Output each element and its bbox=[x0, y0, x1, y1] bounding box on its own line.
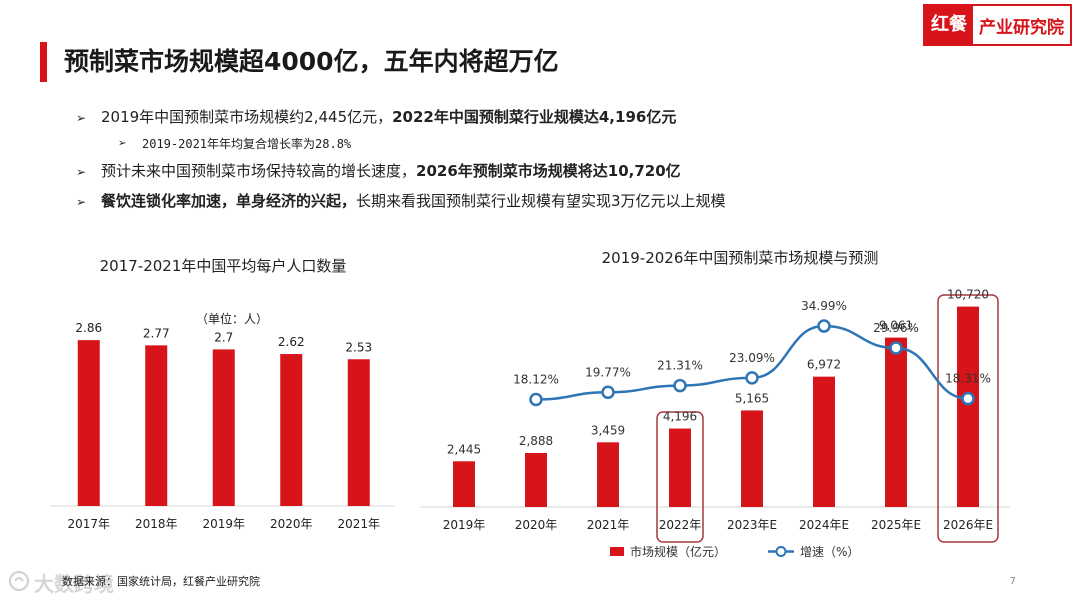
market-bar bbox=[885, 337, 907, 507]
bullet-1-sub-text: 2019-2021年年均复合增长率为28.8% bbox=[142, 137, 352, 151]
market-bar bbox=[525, 453, 547, 507]
market-bar bbox=[741, 410, 763, 507]
right-x-tick: 2020年 bbox=[515, 518, 558, 532]
left-x-tick: 2020年 bbox=[270, 517, 313, 531]
growth-point bbox=[817, 319, 831, 333]
right-x-tick: 2022年 bbox=[659, 518, 702, 532]
household-size-chart: 2.86 2017年 2.77 2018年 2.7 2019年 2.62 2020年 2.53 2… bbox=[50, 321, 395, 531]
market-bar-label: 5,165 bbox=[735, 391, 769, 405]
left-bar-label: 2.53 bbox=[345, 340, 372, 354]
bullet-list: ➢ 2019年中国预制菜市场规模约2,445亿元，2022年中国预制菜行业规模达… bbox=[76, 104, 1056, 218]
title-accent-bar bbox=[40, 42, 47, 82]
page-title: 预制菜市场规模超4000亿，五年内将超万亿 bbox=[64, 47, 559, 76]
left-bar-label: 2.62 bbox=[278, 335, 305, 349]
market-bar-label: 2,888 bbox=[519, 434, 553, 448]
left-bar bbox=[212, 349, 235, 506]
market-bar-label: 10,720 bbox=[947, 288, 989, 302]
left-x-tick: 2021年 bbox=[337, 517, 380, 531]
watermark-text: 大数跨境 bbox=[34, 572, 114, 596]
right-x-tick: 2024年E bbox=[799, 518, 849, 532]
growth-label: 21.31% bbox=[657, 359, 703, 373]
highlight-box bbox=[656, 411, 704, 543]
market-bar-label: 9,061 bbox=[879, 319, 913, 333]
left-chart-unit: （单位：人） bbox=[196, 312, 269, 326]
bullet-3: ➢ 餐饮连锁化率加速，单身经济的兴起，长期来看我国预制菜行业规模有望实现3万亿元… bbox=[76, 188, 1056, 218]
growth-point bbox=[961, 391, 975, 406]
growth-label: 19.77% bbox=[585, 365, 631, 379]
left-bar bbox=[77, 340, 100, 506]
bullet-3-plain: 长期来看我国预制菜行业规模有望实现3万亿元以上规模 bbox=[356, 192, 726, 210]
bullet-arrow-icon: ➢ bbox=[76, 111, 87, 125]
bullet-arrow-icon: ➢ bbox=[118, 138, 127, 149]
brand-logo: 红餐 产业研究院 bbox=[923, 4, 1072, 46]
market-size-chart: 2,445 2019年 2,888 2020年 3,459 2021年 4,196 2022年… bbox=[420, 288, 1010, 559]
left-bar-label: 2.7 bbox=[214, 330, 233, 344]
bullet-2-bold: 2026年预制菜市场规模将达10,720亿 bbox=[416, 162, 681, 180]
right-x-tick: 2019年 bbox=[443, 518, 486, 532]
growth-point bbox=[889, 341, 903, 355]
highlight-box bbox=[937, 294, 999, 543]
market-bar-label: 2,445 bbox=[447, 442, 481, 456]
left-x-tick: 2018年 bbox=[135, 517, 178, 531]
right-chart-title: 2019-2026年中国预制菜市场规模与预测 bbox=[601, 249, 879, 267]
market-bar bbox=[597, 442, 619, 507]
market-bar-label: 6,972 bbox=[807, 358, 841, 372]
right-x-tick: 2023年E bbox=[727, 518, 777, 532]
growth-label: 23.09% bbox=[729, 351, 775, 365]
market-bar bbox=[669, 428, 691, 507]
page-number: 7 bbox=[1009, 576, 1016, 587]
bullet-1-sub: ➢ 2019-2021年年均复合增长率为28.8% bbox=[76, 134, 1056, 158]
right-x-tick: 2026年E bbox=[943, 518, 993, 532]
right-x-tick: 2021年 bbox=[587, 518, 630, 532]
left-chart-title: 2017-2021年中国平均每户人口数量 bbox=[99, 257, 347, 275]
legend-line-marker-icon bbox=[775, 546, 787, 557]
left-bar-label: 2.77 bbox=[143, 326, 170, 340]
market-bar bbox=[813, 376, 835, 507]
bullet-2-plain: 预计未来中国预制菜市场保持较高的增长速度， bbox=[101, 162, 417, 180]
bullet-arrow-icon: ➢ bbox=[76, 165, 87, 179]
legend-bar-swatch-icon bbox=[610, 547, 624, 556]
bullet-1: ➢ 2019年中国预制菜市场规模约2,445亿元，2022年中国预制菜行业规模达… bbox=[76, 104, 1056, 134]
bullet-2: ➢ 预计未来中国预制菜市场保持较高的增长速度，2026年预制菜市场规模将达10,… bbox=[76, 158, 1056, 188]
growth-label: 34.99% bbox=[801, 299, 847, 313]
market-bar bbox=[453, 461, 475, 507]
growth-label: 29.96% bbox=[873, 321, 919, 335]
growth-point bbox=[673, 378, 687, 393]
growth-label: 18.12% bbox=[513, 372, 559, 386]
left-bar bbox=[280, 354, 303, 506]
data-source: 数据来源：国家统计局，红餐产业研究院 bbox=[62, 575, 260, 588]
growth-point bbox=[601, 385, 615, 400]
growth-label: 18.31% bbox=[945, 372, 991, 386]
bullet-arrow-icon: ➢ bbox=[76, 195, 87, 209]
growth-point bbox=[529, 392, 543, 407]
market-bar bbox=[957, 306, 979, 507]
logo-subtitle: 产业研究院 bbox=[979, 17, 1064, 38]
bullet-1-plain: 2019年中国预制菜市场规模约2,445亿元， bbox=[101, 108, 393, 126]
left-x-tick: 2017年 bbox=[67, 517, 110, 531]
logo-brand: 红餐 bbox=[925, 6, 973, 44]
bullet-3-bold: 餐饮连锁化率加速，单身经济的兴起， bbox=[101, 192, 357, 210]
left-bar-label: 2.86 bbox=[75, 321, 102, 335]
bullet-1-bold: 2022年中国预制菜行业规模达4,196亿元 bbox=[392, 108, 677, 126]
left-bar bbox=[347, 359, 370, 506]
market-bar-label: 3,459 bbox=[591, 423, 625, 437]
left-bar bbox=[145, 345, 168, 506]
growth-point bbox=[745, 371, 759, 385]
legend-bar-label: 市场规模（亿元） bbox=[630, 544, 726, 559]
market-bar-label: 4,196 bbox=[663, 410, 697, 424]
right-x-tick: 2025年E bbox=[871, 518, 921, 532]
watermark-logo-icon bbox=[9, 571, 29, 591]
left-x-tick: 2019年 bbox=[202, 517, 245, 531]
legend-line-label: 增速（%） bbox=[800, 545, 859, 559]
